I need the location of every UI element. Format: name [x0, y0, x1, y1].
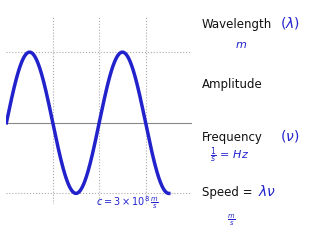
Text: Wavelength: Wavelength: [202, 18, 272, 31]
Text: $\frac{1}{s}$ = Hz: $\frac{1}{s}$ = Hz: [210, 145, 249, 166]
Text: $\frac{m}{s}$: $\frac{m}{s}$: [227, 213, 236, 228]
Text: $c=3\times10^{8}\,\frac{m}{s}$: $c=3\times10^{8}\,\frac{m}{s}$: [96, 195, 159, 211]
Text: Speed =: Speed =: [202, 186, 256, 199]
Text: $\lambda\nu$: $\lambda\nu$: [258, 184, 276, 199]
Text: $(\nu)$: $(\nu)$: [280, 128, 299, 144]
Text: $(\lambda)$: $(\lambda)$: [280, 15, 300, 31]
Text: $m$: $m$: [235, 40, 247, 50]
Text: Frequency: Frequency: [202, 131, 262, 144]
Text: Amplitude: Amplitude: [202, 78, 262, 91]
